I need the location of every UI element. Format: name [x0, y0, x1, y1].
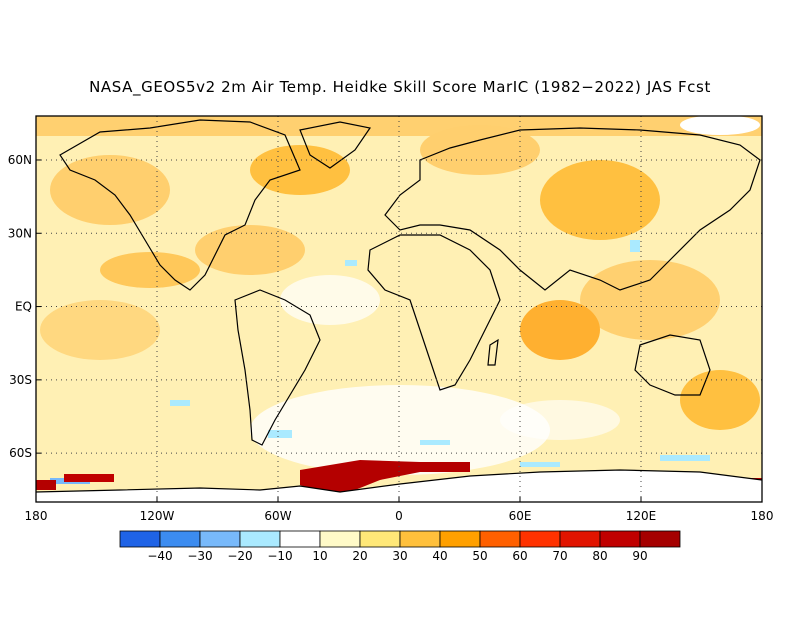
colorbar-label: 60 — [512, 549, 527, 563]
colorbar-swatch — [279, 530, 321, 548]
colorbar-label: 70 — [552, 549, 567, 563]
colorbar-swatch — [559, 530, 601, 548]
lon-tick-label: 120W — [140, 509, 175, 523]
colorbar: −40 −30 −20 −10 10 20 30 40 50 60 70 80 90 — [119, 530, 681, 563]
colorbar-swatch — [359, 530, 401, 548]
gridlines — [36, 116, 762, 502]
coastline-madagascar — [487, 338, 499, 366]
colorbar-swatch — [599, 530, 641, 548]
colorbar-label: −20 — [227, 549, 252, 563]
coastlines — [36, 119, 762, 493]
lat-tick-label: EQ — [15, 300, 32, 314]
colorbar-label: −40 — [147, 549, 172, 563]
colorbar-swatch — [639, 530, 681, 548]
colorbar-swatch — [439, 530, 481, 548]
colorbar-label: −10 — [267, 549, 292, 563]
colorbar-swatch — [399, 530, 441, 548]
coastline-south-america — [234, 289, 321, 446]
colorbar-swatch — [119, 530, 161, 548]
longitude-axis: 180 120W 60W 0 60E 120E 180 — [25, 497, 774, 523]
colorbar-label: 90 — [632, 549, 647, 563]
lat-tick-label: 60S — [9, 446, 32, 460]
lon-tick-label: 60E — [509, 509, 532, 523]
lon-tick-label: 180 — [25, 509, 48, 523]
coastline-eurasia — [384, 127, 761, 291]
colorbar-label: 20 — [352, 549, 367, 563]
colorbar-swatch — [159, 530, 201, 548]
coastline-antarctica — [36, 469, 762, 493]
coastline-australia — [634, 334, 711, 396]
lat-tick-label: 30S — [9, 373, 32, 387]
coastline-greenland — [299, 121, 372, 169]
lon-tick-label: 180 — [751, 509, 774, 523]
colorbar-label: 10 — [312, 549, 327, 563]
lon-tick-label: 60W — [264, 509, 291, 523]
latitude-axis: 60N 30N EQ 30S 60S — [8, 153, 41, 460]
lat-tick-label: 60N — [8, 153, 32, 167]
skill-field — [36, 116, 762, 502]
colorbar-label: 50 — [472, 549, 487, 563]
lon-tick-label: 120E — [626, 509, 657, 523]
colorbar-label: 80 — [592, 549, 607, 563]
map-title: NASA_GEOS5v2 2m Air Temp. Heidke Skill S… — [89, 78, 711, 96]
lon-tick-label: 0 — [395, 509, 403, 523]
colorbar-label: 30 — [392, 549, 407, 563]
colorbar-swatch — [319, 530, 361, 548]
colorbar-swatch — [479, 530, 521, 548]
coastline-north-america — [59, 119, 301, 291]
colorbar-label: 40 — [432, 549, 447, 563]
colorbar-swatch — [239, 530, 281, 548]
lat-tick-label: 30N — [8, 226, 32, 240]
coastline-africa — [367, 234, 501, 391]
colorbar-swatch — [199, 530, 241, 548]
colorbar-swatch — [519, 530, 561, 548]
colorbar-label: −30 — [187, 549, 212, 563]
